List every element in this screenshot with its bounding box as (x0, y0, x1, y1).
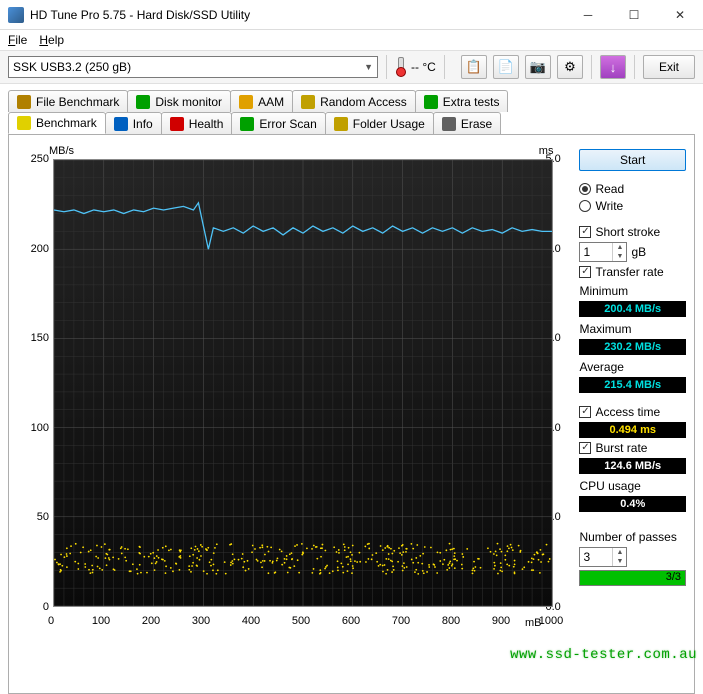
chart-plot-area (53, 159, 553, 607)
drive-select-value: SSK USB3.2 (250 gB) (13, 60, 364, 74)
copy-screenshot-button[interactable]: 📄 (493, 55, 519, 79)
x-axis: 01002003004005006007008009001000 (51, 613, 543, 629)
maximize-button[interactable]: ☐ (611, 0, 657, 30)
checkbox-icon (579, 226, 591, 238)
tab-icon (17, 95, 31, 109)
y-axis-left: 050100150200250 (21, 149, 51, 607)
tab-info[interactable]: Info (105, 112, 162, 134)
window-controls: ─ ☐ ✕ (565, 0, 703, 30)
radio-icon (579, 200, 591, 212)
drive-select[interactable]: SSK USB3.2 (250 gB) ▼ (8, 56, 378, 78)
tab-icon (17, 116, 31, 130)
separator (634, 55, 635, 79)
maximum-value: 230.2 MB/s (579, 339, 686, 355)
cpu-usage-label: CPU usage (579, 479, 686, 493)
exit-button[interactable]: Exit (643, 55, 695, 79)
thermometer-icon (395, 57, 405, 77)
screenshot-button[interactable]: 📷 (525, 55, 551, 79)
tab-icon (136, 95, 150, 109)
tabstrip: File BenchmarkDisk monitorAAMRandom Acce… (0, 84, 703, 134)
progress-bar: 3/3 (579, 570, 686, 586)
separator (591, 55, 592, 79)
access-time-checkbox[interactable]: Access time (579, 405, 686, 419)
tab-folder-usage[interactable]: Folder Usage (325, 112, 434, 134)
app-icon (8, 7, 24, 23)
tab-icon (170, 117, 184, 131)
temperature-value: -- °C (411, 60, 436, 74)
separator (386, 55, 387, 79)
passes-input[interactable]: 3▲▼ (579, 547, 686, 567)
menu-file[interactable]: File (8, 33, 27, 47)
tab-aam[interactable]: AAM (230, 90, 293, 112)
passes-label: Number of passes (579, 530, 686, 544)
chevron-down-icon: ▼ (364, 62, 373, 72)
checkbox-icon (579, 442, 591, 454)
tab-health[interactable]: Health (161, 112, 233, 134)
separator (444, 55, 445, 79)
sidebar: Start Read Write Short stroke 1▲▼ gB Tra… (579, 149, 686, 685)
settings-button[interactable]: ⚙ (557, 55, 583, 79)
average-value: 215.4 MB/s (579, 377, 686, 393)
tab-row-top: File BenchmarkDisk monitorAAMRandom Acce… (8, 90, 695, 112)
radio-icon (579, 183, 591, 195)
toolbar: SSK USB3.2 (250 gB) ▼ -- °C 📋 📄 📷 ⚙ ↓ Ex… (0, 50, 703, 84)
copy-info-button[interactable]: 📋 (461, 55, 487, 79)
checkbox-icon (579, 406, 591, 418)
burst-rate-value: 124.6 MB/s (579, 458, 686, 474)
tab-icon (424, 95, 438, 109)
tab-icon (239, 95, 253, 109)
checkbox-icon (579, 266, 591, 278)
maximum-label: Maximum (579, 322, 686, 336)
transfer-rate-checkbox[interactable]: Transfer rate (579, 265, 686, 279)
tab-benchmark[interactable]: Benchmark (8, 112, 106, 134)
tab-file-benchmark[interactable]: File Benchmark (8, 90, 128, 112)
minimum-label: Minimum (579, 284, 686, 298)
tab-icon (334, 117, 348, 131)
tab-extra-tests[interactable]: Extra tests (415, 90, 509, 112)
burst-rate-checkbox[interactable]: Burst rate (579, 441, 686, 455)
content-panel: MB/s ms 050100150200250 0.01.02.03.04.05… (8, 134, 695, 694)
tab-error-scan[interactable]: Error Scan (231, 112, 325, 134)
tab-random-access[interactable]: Random Access (292, 90, 416, 112)
average-label: Average (579, 360, 686, 374)
tab-icon (301, 95, 315, 109)
tab-row-bottom: BenchmarkInfoHealthError ScanFolder Usag… (8, 112, 695, 134)
menubar: File Help (0, 30, 703, 50)
window-title: HD Tune Pro 5.75 - Hard Disk/SSD Utility (30, 8, 565, 22)
tab-icon (114, 117, 128, 131)
tab-erase[interactable]: Erase (433, 112, 501, 134)
close-button[interactable]: ✕ (657, 0, 703, 30)
save-button[interactable]: ↓ (600, 55, 626, 79)
benchmark-chart: MB/s ms 050100150200250 0.01.02.03.04.05… (21, 149, 573, 629)
access-time-value: 0.494 ms (579, 422, 686, 438)
cpu-usage-value: 0.4% (579, 496, 686, 512)
x-axis-label: mB (525, 617, 542, 629)
short-stroke-checkbox[interactable]: Short stroke (579, 225, 686, 239)
tab-icon (442, 117, 456, 131)
read-radio[interactable]: Read (579, 182, 686, 196)
minimum-value: 200.4 MB/s (579, 301, 686, 317)
start-button[interactable]: Start (579, 149, 686, 171)
menu-help[interactable]: Help (39, 33, 64, 47)
minimize-button[interactable]: ─ (565, 0, 611, 30)
tab-icon (240, 117, 254, 131)
short-stroke-input[interactable]: 1▲▼ gB (579, 242, 686, 262)
y-axis-left-label: MB/s (49, 145, 74, 157)
titlebar: HD Tune Pro 5.75 - Hard Disk/SSD Utility… (0, 0, 703, 30)
watermark: www.ssd-tester.com.au (510, 647, 697, 663)
tab-disk-monitor[interactable]: Disk monitor (127, 90, 231, 112)
write-radio[interactable]: Write (579, 199, 686, 213)
